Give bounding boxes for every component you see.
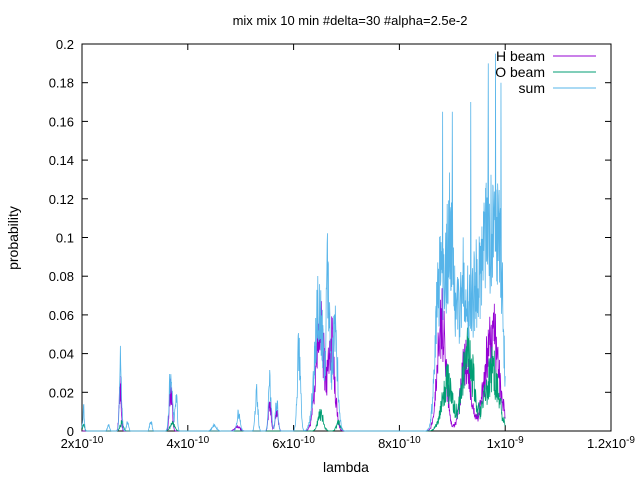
x-tick-label: 6x10-10 bbox=[272, 435, 315, 451]
y-tick-label: 0.1 bbox=[56, 231, 74, 246]
y-axis-label: probability bbox=[5, 206, 21, 270]
y-tick-label: 0.14 bbox=[49, 153, 74, 168]
y-tick-label: 0.16 bbox=[49, 114, 74, 129]
x-tick-label: 1.2x10-9 bbox=[587, 435, 635, 451]
y-tick-label: 0.04 bbox=[49, 347, 74, 362]
x-tick-label: 4x10-10 bbox=[166, 435, 209, 451]
series-line-sum bbox=[81, 53, 506, 432]
chart-title: mix mix 10 min #delta=30 #alpha=2.5e-2 bbox=[233, 13, 468, 28]
plot-frame bbox=[81, 43, 612, 432]
x-tick-label: 8x10-10 bbox=[378, 435, 421, 451]
x-axis-ticks: 2x10-10 4x10-10 6x10-10 8x10-10 1x10-9 1.2x10… bbox=[61, 44, 635, 451]
y-tick-label: 0 bbox=[67, 424, 74, 439]
y-tick-label: 0.18 bbox=[49, 76, 74, 91]
legend-label: H beam bbox=[496, 48, 545, 64]
y-tick-label: 0.06 bbox=[49, 308, 74, 323]
x-tick-label: 1x10-9 bbox=[487, 435, 525, 451]
y-tick-label: 0.08 bbox=[49, 269, 74, 284]
y-axis-ticks: 0 0.02 0.04 0.06 0.08 0.1 0.12 0.14 0.16 0.18 0.2 bbox=[49, 37, 611, 439]
y-tick-label: 0.12 bbox=[49, 192, 74, 207]
x-axis-label: lambda bbox=[323, 459, 369, 475]
legend-label: sum bbox=[519, 80, 545, 96]
legend-label: O beam bbox=[495, 64, 545, 80]
series-layer bbox=[81, 53, 506, 432]
x-tick-label: 2x10-10 bbox=[61, 435, 104, 451]
y-tick-label: 0.02 bbox=[49, 385, 74, 400]
y-tick-label: 0.2 bbox=[56, 37, 74, 52]
